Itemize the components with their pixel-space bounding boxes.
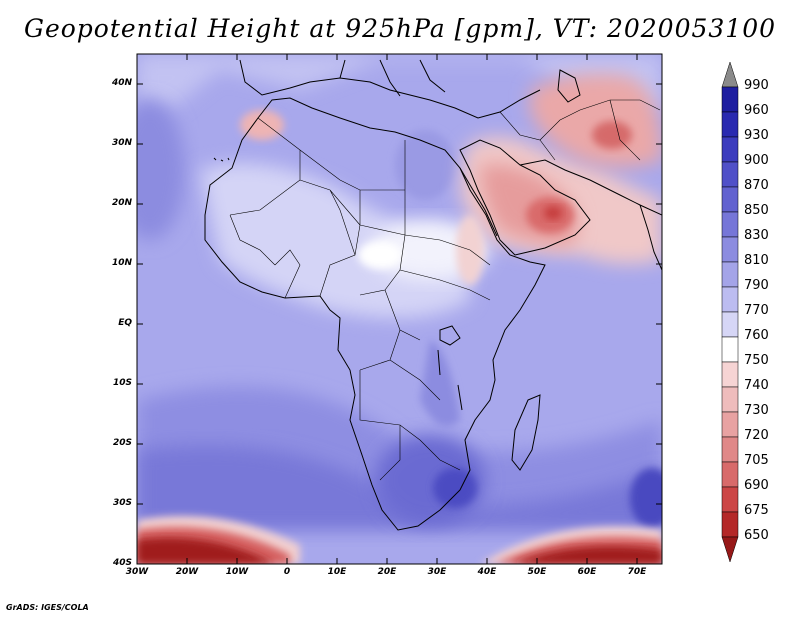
colorbar-segment — [721, 186, 739, 213]
lat-label: 40S — [112, 558, 132, 568]
country-borders — [229, 99, 661, 481]
colorbar — [721, 61, 739, 563]
colorbar-segment — [721, 361, 739, 388]
colorbar-label: 720 — [744, 428, 769, 443]
colorbar-bottom-arrow — [721, 536, 739, 563]
lon-label: 20W — [175, 567, 199, 577]
colorbar-label: 675 — [744, 503, 769, 518]
colorbar-top-arrow — [721, 61, 739, 88]
colorbar-label: 650 — [744, 528, 769, 543]
lon-label: 20E — [377, 567, 397, 577]
colorbar-label: 730 — [744, 403, 769, 418]
colorbar-label: 740 — [744, 378, 769, 393]
colorbar-segment — [721, 386, 739, 413]
colorbar-label: 900 — [744, 153, 769, 168]
lon-label: 30W — [125, 567, 149, 577]
colorbar-segment — [721, 86, 739, 113]
lat-label: 10N — [111, 258, 132, 268]
lon-label: 50E — [527, 567, 547, 577]
lon-label: 0 — [283, 567, 291, 577]
coastlines — [204, 59, 662, 531]
colorbar-segment — [721, 161, 739, 188]
lat-label: 10S — [112, 378, 132, 388]
colorbar-segment — [721, 511, 739, 538]
colorbar-label: 930 — [744, 128, 769, 143]
lat-label: 30N — [111, 138, 132, 148]
colorbar-label: 810 — [744, 253, 769, 268]
map-title: Geopotential Height at 925hPa [gpm], VT:… — [23, 14, 777, 43]
colorbar-segment — [721, 461, 739, 488]
colorbar-label: 705 — [744, 453, 769, 468]
colorbar-segment — [721, 136, 739, 163]
colorbar-segment — [721, 211, 739, 238]
lon-label: 60E — [577, 567, 597, 577]
axis-ticks — [136, 54, 662, 565]
colorbar-segment — [721, 111, 739, 138]
colorbar-label: 960 — [744, 103, 769, 118]
lat-label: 30S — [112, 498, 132, 508]
lat-label: EQ — [118, 318, 132, 328]
colorbar-label: 760 — [744, 328, 769, 343]
lon-label: 70E — [627, 567, 647, 577]
colorbar-label: 770 — [744, 303, 769, 318]
lat-label: 20N — [111, 198, 132, 208]
lon-label: 10W — [225, 567, 249, 577]
colorbar-label: 830 — [744, 228, 769, 243]
lat-label: 20S — [112, 438, 132, 448]
colorbar-segment — [721, 486, 739, 513]
lon-label: 30E — [427, 567, 447, 577]
height-field — [137, 54, 662, 564]
colorbar-segment — [721, 336, 739, 363]
colorbar-segment — [721, 286, 739, 313]
colorbar-label: 790 — [744, 278, 769, 293]
lon-label: 10E — [327, 567, 347, 577]
colorbar-segment — [721, 311, 739, 338]
lat-label: 40N — [111, 78, 132, 88]
colorbar-label: 690 — [744, 478, 769, 493]
colorbar-segment — [721, 236, 739, 263]
colorbar-label: 750 — [744, 353, 769, 368]
colorbar-label: 990 — [744, 78, 769, 93]
colorbar-segment — [721, 261, 739, 288]
colorbar-segment — [721, 436, 739, 463]
colorbar-label: 850 — [744, 203, 769, 218]
credit-text: GrADS: IGES/COLA — [6, 603, 89, 612]
lon-label: 40E — [477, 567, 497, 577]
colorbar-label: 870 — [744, 178, 769, 193]
plot-frame — [136, 53, 663, 565]
colorbar-segment — [721, 411, 739, 438]
